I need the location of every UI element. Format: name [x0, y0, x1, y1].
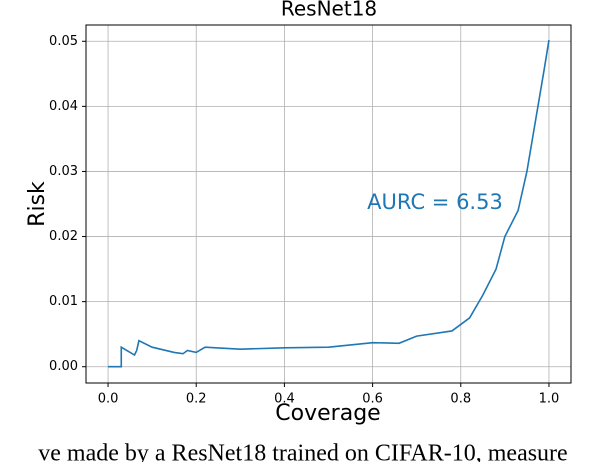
- y-axis-label: Risk: [25, 181, 50, 227]
- annotation: AURC = 6.53: [367, 190, 503, 214]
- y-tick-label: 0.01: [49, 294, 78, 309]
- caption: ve made by a ResNet18 trained on CIFAR-1…: [38, 441, 567, 462]
- y-tick-label: 0.02: [49, 229, 78, 244]
- x-tick-label: 0.8: [450, 392, 471, 407]
- y-tick-label: 0.00: [49, 359, 78, 374]
- y-tick-label: 0.03: [49, 164, 78, 179]
- x-tick-label: 0.6: [362, 392, 383, 407]
- x-tick-label: 0.4: [274, 392, 295, 407]
- y-tick-label: 0.05: [49, 34, 78, 49]
- x-axis-label: Coverage: [275, 401, 380, 426]
- x-tick-label: 1.0: [539, 392, 560, 407]
- y-tick-label: 0.04: [49, 99, 78, 114]
- x-tick-label: 0.2: [186, 392, 207, 407]
- chart-title: ResNet18: [281, 0, 377, 21]
- x-tick-label: 0.0: [98, 392, 119, 407]
- risk-line: [108, 39, 550, 368]
- plot-frame: [85, 24, 572, 384]
